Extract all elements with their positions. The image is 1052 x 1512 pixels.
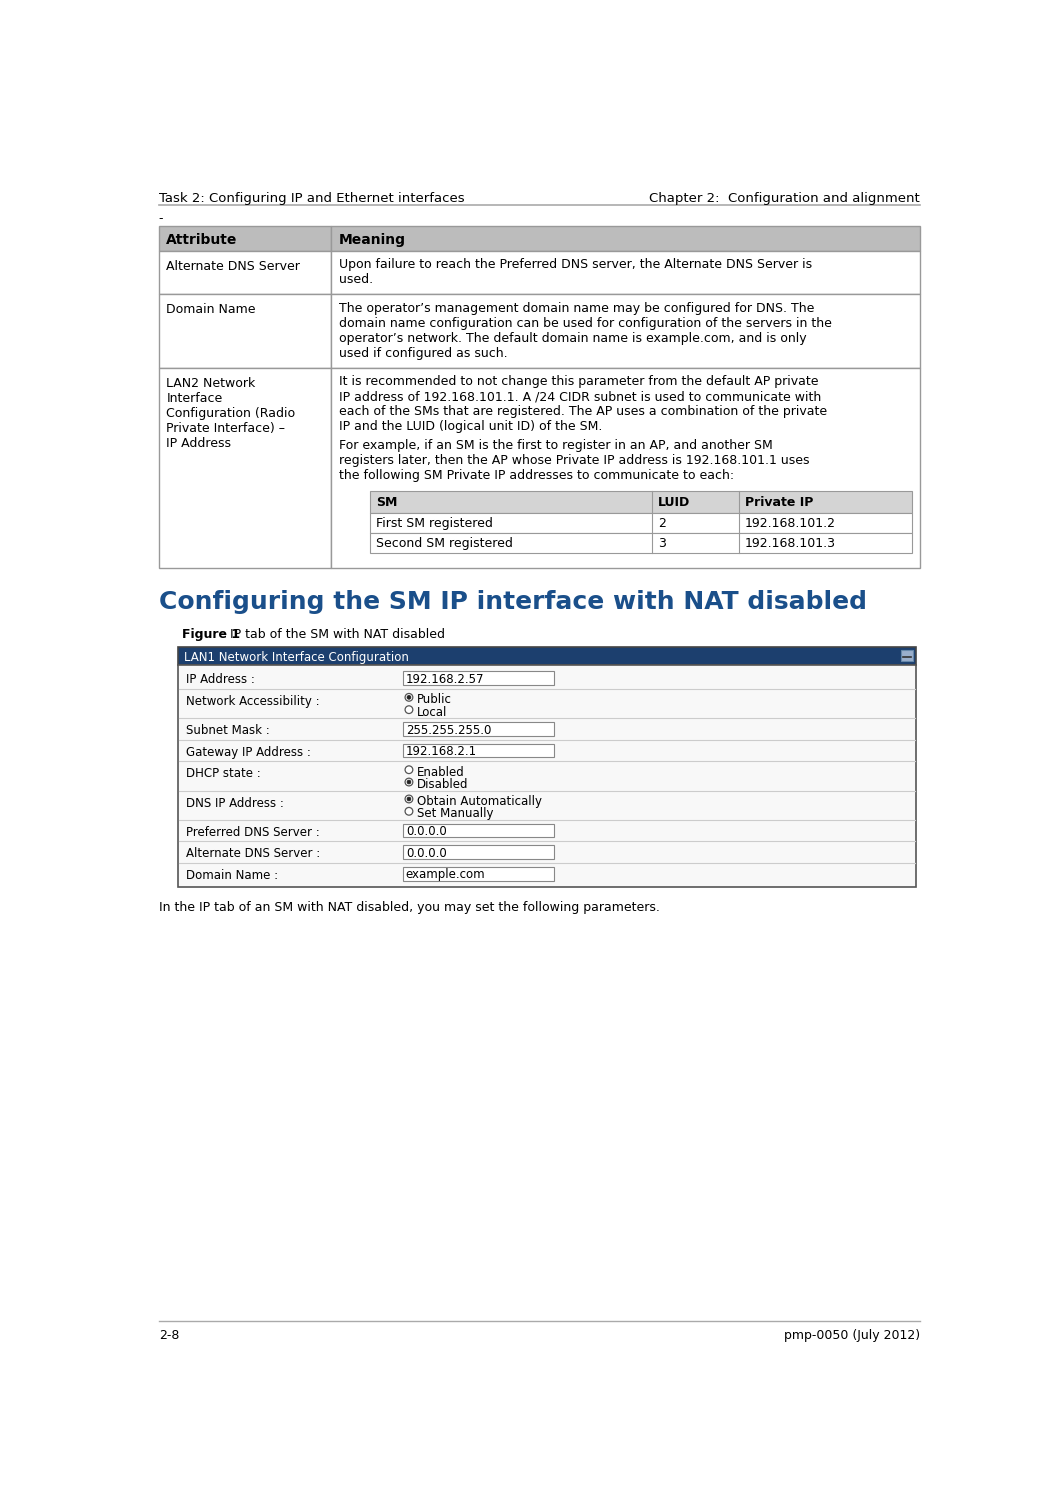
Bar: [159, 251, 331, 293]
Text: Figure 1: Figure 1: [182, 627, 240, 641]
Text: IP tab of the SM with NAT disabled: IP tab of the SM with NAT disabled: [222, 627, 445, 641]
Circle shape: [405, 779, 412, 786]
Text: For example, if an SM is the first to register in an AP, and another SM
register: For example, if an SM is the first to re…: [339, 438, 810, 482]
Circle shape: [405, 706, 412, 714]
Text: DNS IP Address :: DNS IP Address :: [186, 797, 284, 809]
Text: Configuring the SM IP interface with NAT disabled: Configuring the SM IP interface with NAT…: [159, 590, 867, 614]
Circle shape: [407, 797, 411, 801]
Circle shape: [405, 694, 412, 702]
Bar: [159, 293, 331, 367]
Text: Gateway IP Address :: Gateway IP Address :: [186, 745, 310, 759]
Text: Local: Local: [417, 706, 447, 718]
Bar: [331, 251, 919, 293]
Bar: [902, 650, 913, 661]
Bar: [178, 647, 916, 665]
Text: Public: Public: [417, 694, 451, 706]
Circle shape: [405, 767, 412, 774]
Text: Set Manually: Set Manually: [417, 807, 493, 821]
Text: Domain Name :: Domain Name :: [186, 869, 278, 881]
Text: 192.168.2.1: 192.168.2.1: [406, 745, 477, 758]
Text: 255.255.255.0: 255.255.255.0: [406, 724, 491, 736]
Text: Attribute: Attribute: [166, 233, 238, 246]
Text: Alternate DNS Server :: Alternate DNS Server :: [186, 848, 320, 860]
Bar: [403, 824, 553, 838]
Text: Second SM registered: Second SM registered: [377, 537, 513, 550]
Text: 0.0.0.0: 0.0.0.0: [406, 847, 447, 860]
Text: 3: 3: [659, 537, 666, 550]
Text: example.com: example.com: [406, 868, 485, 881]
Bar: [331, 367, 919, 569]
Circle shape: [405, 807, 412, 815]
Text: Network Accessibility :: Network Accessibility :: [186, 696, 320, 708]
Bar: [178, 665, 916, 886]
Text: 192.168.2.57: 192.168.2.57: [406, 673, 484, 686]
Text: 0.0.0.0: 0.0.0.0: [406, 826, 447, 838]
Text: Preferred DNS Server :: Preferred DNS Server :: [186, 826, 320, 839]
Bar: [331, 293, 919, 367]
Text: Private IP: Private IP: [745, 496, 813, 510]
Text: Obtain Automatically: Obtain Automatically: [417, 795, 542, 807]
Text: Subnet Mask :: Subnet Mask :: [186, 724, 269, 738]
Text: Domain Name: Domain Name: [166, 302, 256, 316]
Text: Chapter 2:  Configuration and alignment: Chapter 2: Configuration and alignment: [649, 192, 919, 206]
Text: DHCP state :: DHCP state :: [186, 768, 261, 780]
Bar: [159, 367, 331, 569]
Text: Alternate DNS Server: Alternate DNS Server: [166, 260, 300, 274]
Text: LAN2 Network
Interface
Configuration (Radio
Private Interface) –
IP Address: LAN2 Network Interface Configuration (Ra…: [166, 376, 296, 451]
Bar: [159, 227, 331, 251]
Circle shape: [407, 780, 411, 783]
Text: pmp-0050 (July 2012): pmp-0050 (July 2012): [784, 1329, 919, 1341]
Text: 2-8: 2-8: [159, 1329, 179, 1341]
Bar: [370, 532, 912, 552]
Text: LAN1 Network Interface Configuration: LAN1 Network Interface Configuration: [184, 652, 409, 664]
Bar: [403, 845, 553, 859]
Text: -: -: [159, 212, 163, 225]
Text: 192.168.101.2: 192.168.101.2: [745, 517, 835, 531]
Circle shape: [405, 795, 412, 803]
Bar: [370, 513, 912, 532]
Text: Task 2: Configuring IP and Ethernet interfaces: Task 2: Configuring IP and Ethernet inte…: [159, 192, 464, 206]
Text: Disabled: Disabled: [417, 779, 468, 791]
Text: Upon failure to reach the Preferred DNS server, the Alternate DNS Server is
used: Upon failure to reach the Preferred DNS …: [339, 259, 812, 286]
Text: IP Address :: IP Address :: [186, 673, 255, 686]
Bar: [403, 671, 553, 685]
Text: Enabled: Enabled: [417, 767, 464, 779]
Bar: [331, 227, 919, 251]
Bar: [403, 866, 553, 880]
Text: First SM registered: First SM registered: [377, 517, 493, 531]
Text: In the IP tab of an SM with NAT disabled, you may set the following parameters.: In the IP tab of an SM with NAT disabled…: [159, 901, 660, 913]
Text: 2: 2: [659, 517, 666, 531]
Text: It is recommended to not change this parameter from the default AP private
IP ad: It is recommended to not change this par…: [339, 375, 827, 434]
Text: 192.168.101.3: 192.168.101.3: [745, 537, 835, 550]
Text: Meaning: Meaning: [339, 233, 406, 246]
Text: The operator’s management domain name may be configured for DNS. The
domain name: The operator’s management domain name ma…: [339, 301, 832, 360]
Text: LUID: LUID: [659, 496, 690, 510]
Text: SM: SM: [377, 496, 398, 510]
Circle shape: [407, 696, 411, 699]
Bar: [370, 491, 912, 513]
Bar: [403, 744, 553, 758]
Bar: [403, 723, 553, 736]
